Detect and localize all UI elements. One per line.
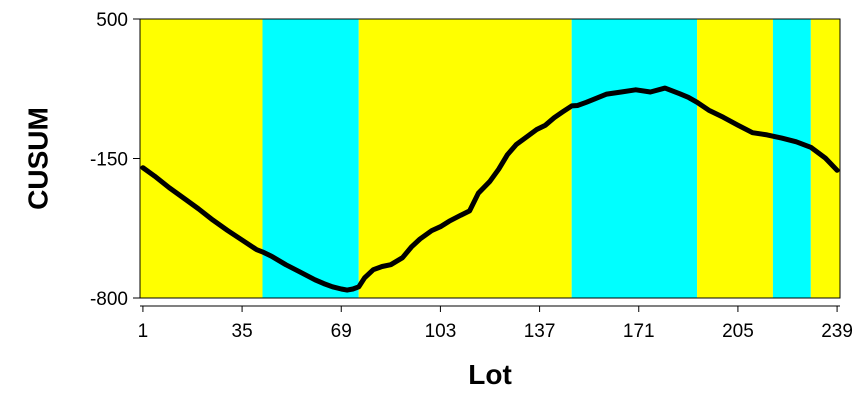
phase-band-yellow [697, 19, 773, 298]
x-tick-label: 103 [425, 321, 457, 342]
x-tick-label: 1 [138, 321, 149, 342]
cusum-line [140, 85, 840, 293]
phase-bands [140, 19, 840, 298]
series-layer [140, 85, 840, 293]
phase-band-yellow [358, 19, 572, 298]
x-tick-label: 171 [623, 321, 655, 342]
phase-band-yellow [140, 19, 263, 298]
x-tick-label: 137 [524, 321, 556, 342]
y-tick-label: -800 [90, 289, 128, 310]
x-tick-label: 35 [232, 321, 253, 342]
x-tick-label: 205 [722, 321, 754, 342]
axes: -800 -150 500 1 35 69 103 137 171 205 239 [90, 10, 853, 342]
y-axis-title: CUSUM [22, 107, 53, 210]
phase-band-cyan [772, 19, 811, 298]
x-axis-title: Lot [468, 359, 512, 390]
phase-band-cyan [262, 19, 359, 298]
y-tick-label: 500 [96, 10, 128, 31]
phase-band-cyan [571, 19, 698, 298]
x-tick-label: 239 [821, 321, 853, 342]
y-tick-label: -150 [90, 150, 128, 171]
x-tick-label: 69 [331, 321, 352, 342]
